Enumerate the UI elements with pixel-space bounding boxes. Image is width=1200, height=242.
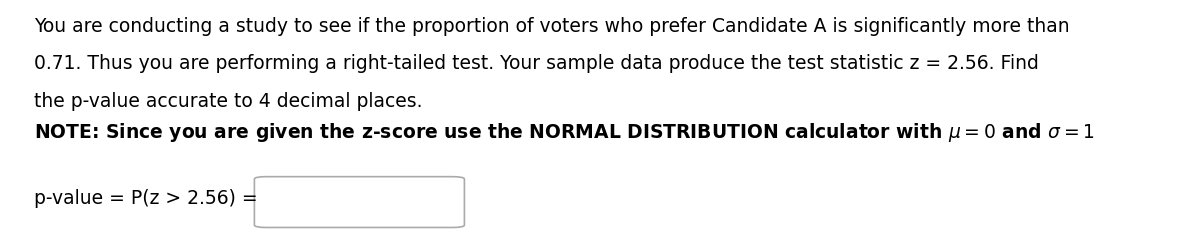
Text: the p-value accurate to 4 decimal places.: the p-value accurate to 4 decimal places…: [34, 92, 422, 111]
Text: 0.71. Thus you are performing a right-tailed test. Your sample data produce the : 0.71. Thus you are performing a right-ta…: [34, 54, 1038, 74]
Text: NOTE: Since you are given the z-score use the NORMAL DISTRIBUTION calculator wit: NOTE: Since you are given the z-score us…: [34, 121, 1094, 144]
Text: p-value = P(z > 2.56) =: p-value = P(z > 2.56) =: [34, 189, 257, 208]
Text: You are conducting a study to see if the proportion of voters who prefer Candida: You are conducting a study to see if the…: [34, 17, 1069, 36]
FancyBboxPatch shape: [254, 177, 464, 227]
